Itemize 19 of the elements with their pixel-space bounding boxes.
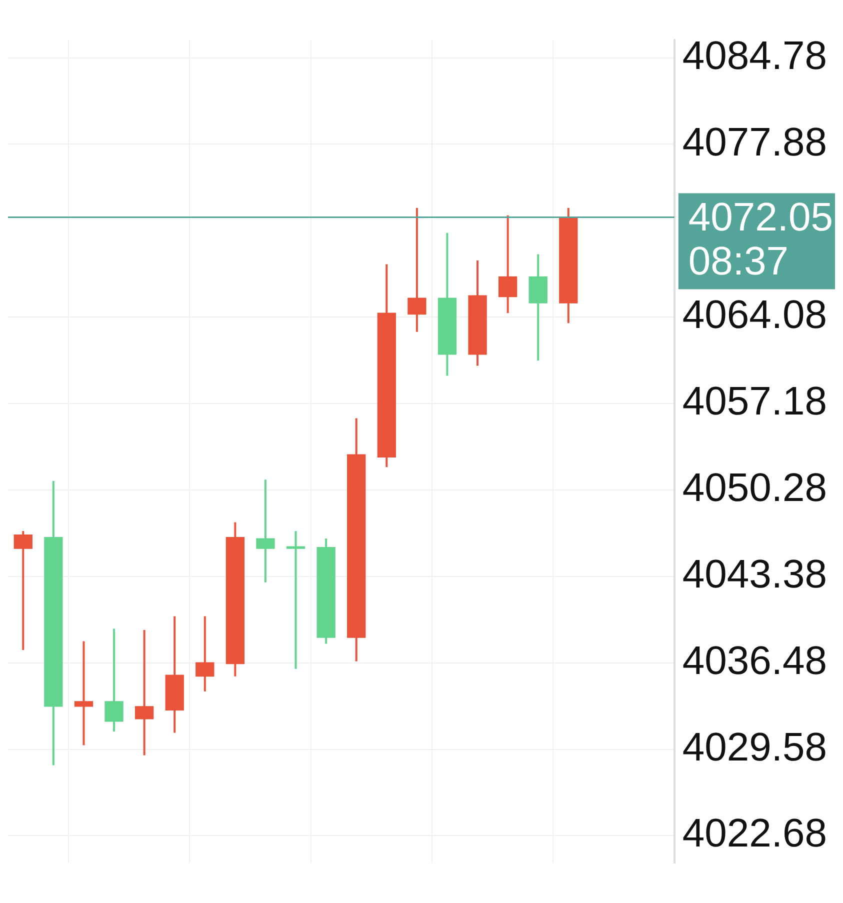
y-tick-label: 4022.68 (682, 812, 828, 856)
candlestick (14, 530, 32, 652)
candlestick (134, 629, 154, 756)
y-tick-label: 4029.58 (682, 725, 828, 770)
y-tick-label: 4057.18 (682, 380, 828, 424)
candlestick (196, 615, 214, 692)
candlestick (256, 478, 275, 584)
y-tick-label: 4050.28 (682, 466, 828, 510)
y-tick-label: 4064.08 (682, 293, 828, 338)
candlestick (286, 530, 306, 670)
y-tick-label: 4043.38 (682, 552, 828, 596)
candlestick (498, 214, 518, 314)
ref-line-label: 4072.05 08:37 (688, 195, 834, 284)
y-tick-label: 4084.78 (682, 34, 828, 78)
candlestick (408, 206, 426, 333)
y-tick-label: 4077.88 (682, 120, 828, 164)
candlestick (104, 628, 124, 732)
candlestick (74, 640, 94, 746)
y-tick-label: 4036.48 (682, 638, 828, 683)
